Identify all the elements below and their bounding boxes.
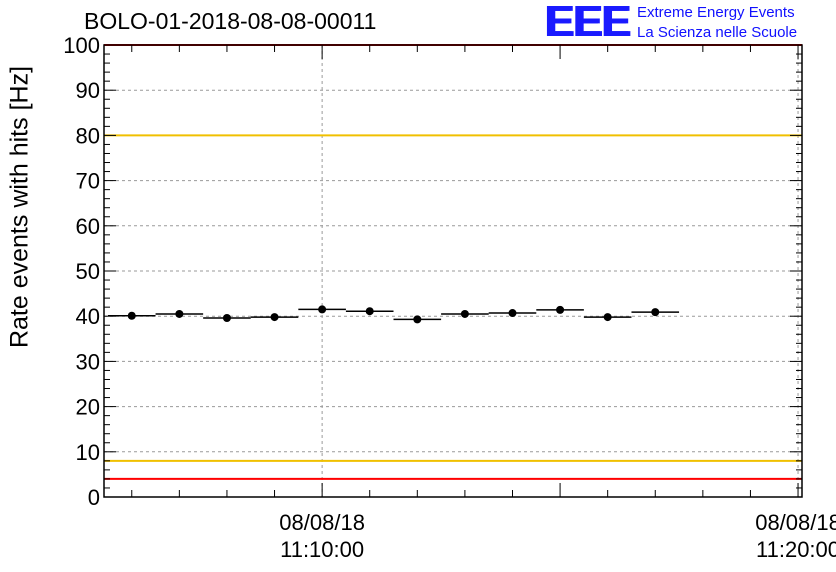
data-point (508, 309, 517, 318)
logo-line-2: La Scienza nelle Scuole (637, 24, 798, 41)
x-tick-label-date: 08/08/18 (279, 510, 365, 535)
y-tick-label: 10 (76, 440, 100, 465)
data-point (222, 314, 231, 323)
x-tick-label-date: 08/08/18 (755, 510, 836, 535)
y-tick-label: 20 (76, 395, 100, 420)
data-point (270, 313, 279, 322)
tick-labels: 010203040506070809010008/08/1811:10:0008… (63, 33, 836, 562)
y-axis-label: Rate events with hits [Hz] (5, 65, 34, 349)
logo-line-1: Extreme Energy Events (637, 4, 795, 21)
data-point (651, 308, 660, 317)
data-point (127, 311, 136, 320)
y-tick-label: 30 (76, 349, 100, 374)
y-tick-label: 60 (76, 214, 100, 239)
data-point (556, 305, 565, 314)
y-tick-label: 0 (88, 485, 100, 510)
reference-lines (104, 44, 802, 480)
data-series (107, 305, 680, 324)
x-tick-label-time: 11:10:00 (280, 537, 364, 562)
x-tick-label-time: 11:20:00 (756, 537, 836, 562)
data-point (175, 309, 184, 318)
y-tick-label: 90 (76, 78, 100, 103)
chart-title: BOLO-01-2018-08-08-00011 (84, 8, 377, 34)
y-tick-label: 50 (76, 259, 100, 284)
grid (104, 45, 802, 497)
data-point (460, 309, 469, 318)
y-tick-label: 100 (63, 33, 100, 58)
data-point (318, 305, 327, 314)
axis-ticks (104, 44, 802, 498)
data-point (413, 315, 422, 324)
y-tick-label: 70 (76, 169, 100, 194)
data-point (603, 313, 612, 322)
data-point (365, 307, 374, 316)
y-tick-label: 80 (76, 123, 100, 148)
y-tick-label: 40 (76, 304, 100, 329)
eee-logo-mark: EEE (544, 0, 630, 46)
